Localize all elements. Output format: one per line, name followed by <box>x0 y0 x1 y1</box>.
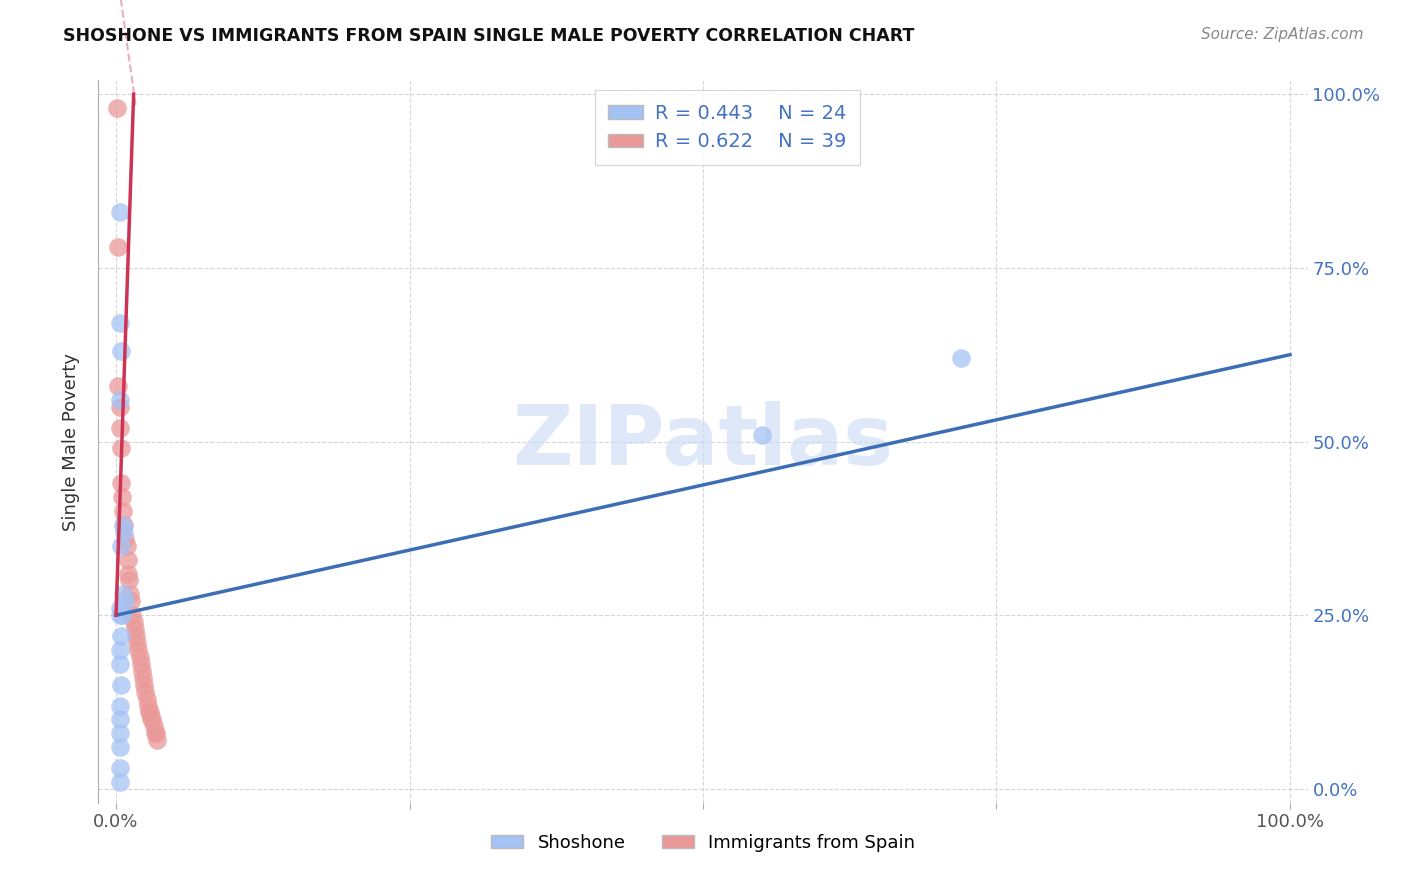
Point <box>121 608 143 623</box>
Point <box>751 427 773 442</box>
Point <box>112 517 135 532</box>
Point <box>112 504 135 518</box>
Point <box>112 587 135 601</box>
Point <box>120 587 142 601</box>
Point <box>115 539 138 553</box>
Point <box>110 344 132 359</box>
Point <box>135 691 157 706</box>
Point <box>134 684 156 698</box>
Text: Source: ZipAtlas.com: Source: ZipAtlas.com <box>1201 27 1364 42</box>
Point <box>108 775 131 789</box>
Point <box>143 726 166 740</box>
Point <box>950 351 973 366</box>
Point <box>134 678 156 692</box>
Text: SHOSHONE VS IMMIGRANTS FROM SPAIN SINGLE MALE POVERTY CORRELATION CHART: SHOSHONE VS IMMIGRANTS FROM SPAIN SINGLE… <box>63 27 915 45</box>
Point <box>105 101 128 115</box>
Point <box>110 629 132 643</box>
Point <box>110 442 132 456</box>
Point <box>128 649 150 664</box>
Point <box>114 532 136 546</box>
Point <box>138 706 160 720</box>
Point <box>131 664 153 678</box>
Point <box>136 698 159 713</box>
Point <box>108 601 131 615</box>
Point <box>127 636 149 650</box>
Point <box>111 490 134 504</box>
Point <box>114 594 136 608</box>
Point <box>139 706 162 720</box>
Point <box>108 420 131 434</box>
Point <box>122 615 145 630</box>
Point <box>141 713 163 727</box>
Text: ZIPatlas: ZIPatlas <box>513 401 893 482</box>
Point <box>112 524 135 539</box>
Point <box>108 392 131 407</box>
Legend: Shoshone, Immigrants from Spain: Shoshone, Immigrants from Spain <box>484 826 922 859</box>
Point <box>108 400 131 414</box>
Point <box>108 317 131 331</box>
Point <box>111 608 134 623</box>
Point <box>108 657 131 671</box>
Point <box>146 733 169 747</box>
Point <box>132 671 155 685</box>
Point <box>108 713 131 727</box>
Point <box>108 740 131 755</box>
Point <box>108 726 131 740</box>
Point <box>117 566 139 581</box>
Point <box>127 643 149 657</box>
Point <box>125 629 148 643</box>
Point <box>108 643 131 657</box>
Point <box>118 574 141 588</box>
Point <box>129 657 152 671</box>
Point <box>107 240 129 254</box>
Point <box>110 678 132 692</box>
Point <box>141 713 163 727</box>
Point <box>112 517 135 532</box>
Point <box>110 476 132 491</box>
Point <box>145 726 167 740</box>
Point <box>110 539 132 553</box>
Point <box>120 594 142 608</box>
Point <box>108 205 131 219</box>
Point <box>142 719 165 733</box>
Point <box>108 608 131 623</box>
Point <box>108 698 131 713</box>
Y-axis label: Single Male Poverty: Single Male Poverty <box>62 352 80 531</box>
Point <box>117 552 139 566</box>
Point <box>107 379 129 393</box>
Point <box>124 622 146 636</box>
Point <box>108 761 131 775</box>
